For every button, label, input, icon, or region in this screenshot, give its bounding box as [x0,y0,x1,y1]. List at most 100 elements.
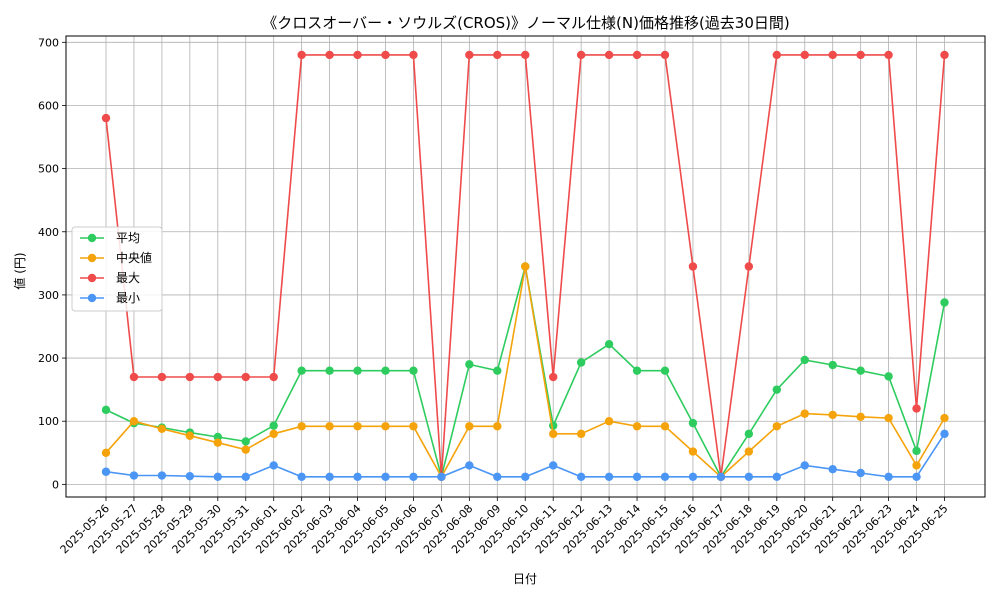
series-2 [101,50,949,481]
legend-box [71,226,163,312]
data-point [185,471,195,481]
data-point [744,472,754,481]
data-point [912,472,921,481]
y-tick-label: 400 [38,226,59,239]
data-point [297,366,306,375]
data-point [269,461,278,470]
data-point [604,339,614,349]
y-ticks: 0 100 200 300 400 500 600 700 [38,36,66,491]
data-point [381,472,390,481]
data-point [576,472,586,481]
data-point [241,372,250,382]
data-point [576,358,586,367]
y-tick-label: 700 [38,36,59,49]
legend-marker [87,253,97,263]
data-point [101,448,111,457]
data-point [688,262,698,271]
data-point [800,461,809,470]
data-point [884,372,893,381]
data-point [940,429,949,439]
legend-item: 最大 [80,271,140,285]
data-point [744,429,754,439]
data-point [325,50,334,60]
legend-label: 最大 [116,271,140,285]
data-point [101,467,111,476]
data-point [744,262,754,271]
data-point [549,429,558,439]
y-tick-label: 0 [52,478,59,491]
data-point [688,472,698,481]
data-point [604,472,614,481]
data-point [493,366,502,375]
y-tick-label: 200 [38,352,59,365]
data-point [604,417,614,426]
y-axis-label: 値 (円) [12,252,27,289]
data-point [297,422,306,431]
data-point [241,437,250,446]
data-point [241,445,250,454]
data-point [940,298,949,307]
data-point [688,418,698,428]
data-point [660,422,670,431]
data-point [521,472,530,481]
data-point [353,472,362,481]
data-point [800,50,809,60]
chart-title: 《クロスオーバー・ソウルズ(CROS)》ノーマル仕様(N)価格推移(過去30日間… [262,14,790,32]
data-point [381,422,390,431]
data-point [493,422,502,431]
data-point [800,355,809,365]
data-point [353,50,362,60]
data-point [828,360,837,370]
data-point [409,422,418,431]
data-point [129,471,139,480]
series-group [101,50,949,481]
data-point [660,366,670,375]
data-point [465,360,474,369]
data-point [856,366,865,375]
data-point [213,372,222,382]
data-point [521,262,530,271]
data-point [325,366,334,375]
data-point [493,50,502,60]
data-point [101,405,111,415]
data-point [688,447,698,456]
data-point [213,438,222,447]
data-point [549,372,558,382]
data-point [465,461,474,470]
data-point [157,372,167,382]
data-point [912,446,921,456]
data-point [576,50,586,60]
data-point [772,422,781,431]
data-point [632,422,642,431]
data-point [940,413,949,423]
data-point [325,472,334,481]
data-point [493,472,502,481]
data-point [325,422,334,431]
data-point [297,472,306,481]
data-point [828,50,837,60]
data-point [409,472,418,481]
data-point [604,50,614,60]
data-point [409,50,418,60]
data-point [716,472,726,481]
data-point [269,372,278,382]
data-point [409,366,418,375]
legend-marker [87,293,97,303]
data-point [213,472,222,481]
data-point [465,50,474,60]
y-tick-label: 500 [38,163,59,176]
data-point [912,404,921,413]
y-tick-label: 100 [38,415,59,428]
data-point [856,412,865,421]
series-3 [101,429,949,481]
data-point [884,50,893,60]
data-point [884,472,893,481]
data-point [129,417,139,426]
data-point [381,366,390,375]
legend-item: 最小 [80,291,140,305]
legend-label: 中央値 [116,250,152,265]
data-point [465,422,474,431]
x-ticks: 2025-05-262025-05-272025-05-282025-05-29… [58,497,951,556]
